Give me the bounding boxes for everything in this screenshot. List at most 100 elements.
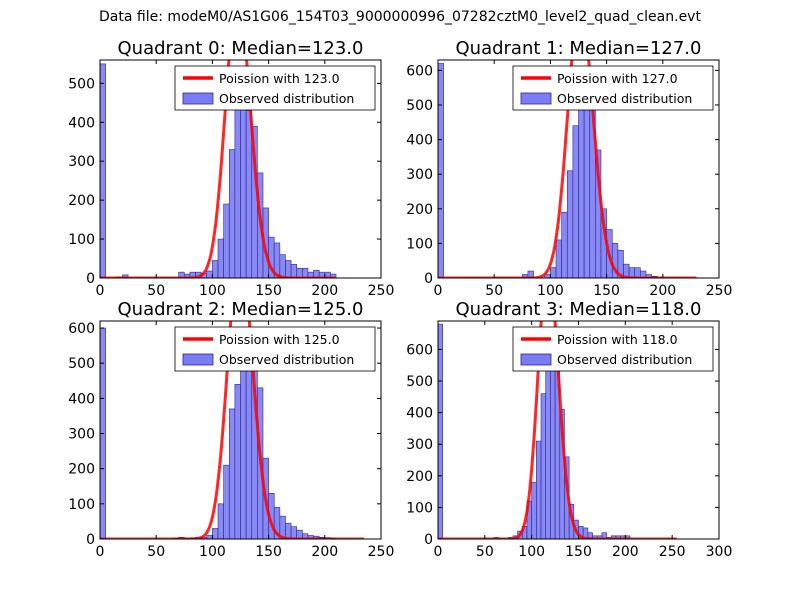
- y-tick-label: 400: [68, 115, 95, 131]
- x-tick-label: 250: [706, 283, 733, 299]
- axes-frame: [99, 320, 382, 540]
- x-tick-label: 50: [476, 544, 494, 560]
- histogram-bar: [212, 260, 219, 278]
- y-tick-label: 0: [424, 271, 433, 287]
- y-tick-label: 100: [406, 236, 433, 252]
- legend-line-label: Poission with 123.0: [219, 71, 340, 86]
- histogram-bar: [540, 393, 547, 539]
- legend: Poission with 123.0 Observed distribution: [174, 65, 376, 111]
- x-tick-label: 150: [565, 544, 592, 560]
- legend-line-label: Poission with 127.0: [557, 71, 678, 86]
- y-tick-label: 200: [68, 462, 95, 478]
- quadrant-3-chart: 0 50 100 150 200 250 300 0 100 200 300 400 500 600 Qua…: [406, 299, 733, 560]
- x-tick-label: 200: [311, 283, 338, 299]
- histogram-bar: [228, 149, 236, 278]
- histogram-bar: [545, 358, 551, 539]
- histogram-bar: [206, 535, 213, 539]
- histogram-bar: [100, 63, 106, 278]
- x-tick-label: 0: [434, 283, 443, 299]
- x-tick-label: 200: [311, 544, 338, 560]
- y-tick-label: 0: [86, 532, 95, 548]
- y-tick-label: 500: [68, 356, 95, 372]
- x-tick-label: 250: [368, 283, 395, 299]
- chart-title: Quadrant 0: Median=123.0: [118, 38, 364, 59]
- legend-bar-swatch: [182, 92, 214, 105]
- histogram-bar: [223, 203, 230, 278]
- x-tick-label: 100: [518, 544, 545, 560]
- legend: Poission with 125.0 Observed distribution: [174, 326, 376, 372]
- histogram-bar: [228, 408, 236, 539]
- x-tick-label: 0: [96, 283, 105, 299]
- histogram-bar: [217, 503, 224, 539]
- histogram-bar: [285, 260, 292, 278]
- legend-bar-swatch: [520, 92, 552, 105]
- poisson-curve: [438, 60, 697, 278]
- legend-bar-swatch: [182, 353, 214, 366]
- x-tick-label: 50: [147, 544, 165, 560]
- y-tick-label: 600: [68, 321, 95, 337]
- x-tick-label: 150: [255, 544, 282, 560]
- histogram-bar: [531, 481, 537, 539]
- histogram-bar: [279, 254, 286, 278]
- y-tick-label: 200: [68, 193, 95, 209]
- histogram-bar: [438, 63, 444, 278]
- histogram-bar: [527, 270, 534, 278]
- y-tick-label: 300: [68, 427, 95, 443]
- y-tick-label: 0: [424, 532, 433, 548]
- y-tick-label: 600: [406, 63, 433, 79]
- legend: Poission with 118.0 Observed distribution: [512, 326, 714, 372]
- legend: Poission with 127.0 Observed distribution: [512, 65, 714, 111]
- histogram-bar: [290, 526, 297, 539]
- x-tick-label: 300: [706, 544, 733, 560]
- x-tick-label: 0: [96, 544, 105, 560]
- histogram-bar: [290, 264, 297, 278]
- y-tick-label: 200: [406, 469, 433, 485]
- histogram-bar: [572, 125, 579, 278]
- axes-frame: [99, 59, 382, 279]
- y-tick-label: 500: [406, 98, 433, 114]
- x-tick-label: 250: [368, 544, 395, 560]
- histogram-bar: [223, 464, 230, 539]
- histogram-bar: [240, 345, 247, 539]
- legend-bar-label: Observed distribution: [557, 352, 692, 367]
- chart-title: Quadrant 2: Median=125.0: [118, 299, 364, 320]
- histogram-bar: [206, 270, 213, 278]
- histogram-bar: [285, 522, 292, 539]
- histogram-bar: [234, 383, 241, 539]
- histogram-bar: [555, 239, 562, 278]
- x-tick-label: 200: [612, 544, 639, 560]
- y-tick-label: 400: [406, 133, 433, 149]
- legend-bar-label: Observed distribution: [219, 91, 354, 106]
- y-tick-label: 400: [406, 406, 433, 422]
- legend-line-label: Poission with 118.0: [557, 332, 678, 347]
- quadrant-2-chart: 0 50 100 150 200 250 0 100 200 300 400 500 600 Quadra…: [68, 299, 395, 560]
- figure-suptitle: Data file: modeM0/AS1G06_154T03_90000009…: [99, 9, 701, 25]
- y-tick-label: 100: [68, 232, 95, 248]
- x-tick-label: 50: [485, 283, 503, 299]
- x-tick-label: 100: [537, 283, 564, 299]
- y-tick-label: 300: [406, 437, 433, 453]
- x-tick-label: 100: [199, 283, 226, 299]
- histogram-bar: [438, 323, 443, 539]
- x-tick-label: 200: [649, 283, 676, 299]
- y-tick-label: 400: [68, 391, 95, 407]
- histogram-bar: [561, 211, 568, 278]
- y-tick-label: 300: [68, 154, 95, 170]
- histogram-bar: [212, 528, 219, 539]
- y-tick-label: 100: [406, 500, 433, 516]
- x-tick-label: 250: [659, 544, 686, 560]
- legend-bar-label: Observed distribution: [557, 91, 692, 106]
- histogram-bar: [245, 110, 253, 278]
- y-tick-label: 200: [406, 202, 433, 218]
- x-tick-label: 50: [147, 283, 165, 299]
- axes-frame: [437, 59, 720, 279]
- y-tick-label: 0: [86, 271, 95, 287]
- y-tick-label: 100: [68, 497, 95, 513]
- histogram-bar: [234, 102, 241, 278]
- quadrant-0-chart: 0 50 100 150 200 250 0 100 200 300 400 500 Quadrant …: [68, 38, 395, 299]
- chart-title: Quadrant 1: Median=127.0: [456, 38, 702, 59]
- poisson-curve: [100, 60, 337, 278]
- quadrant-1-chart: 0 50 100 150 200 250 0 100 200 300 400 500 600 Quadra…: [406, 38, 733, 299]
- x-tick-label: 150: [255, 283, 282, 299]
- y-tick-label: 500: [406, 374, 433, 390]
